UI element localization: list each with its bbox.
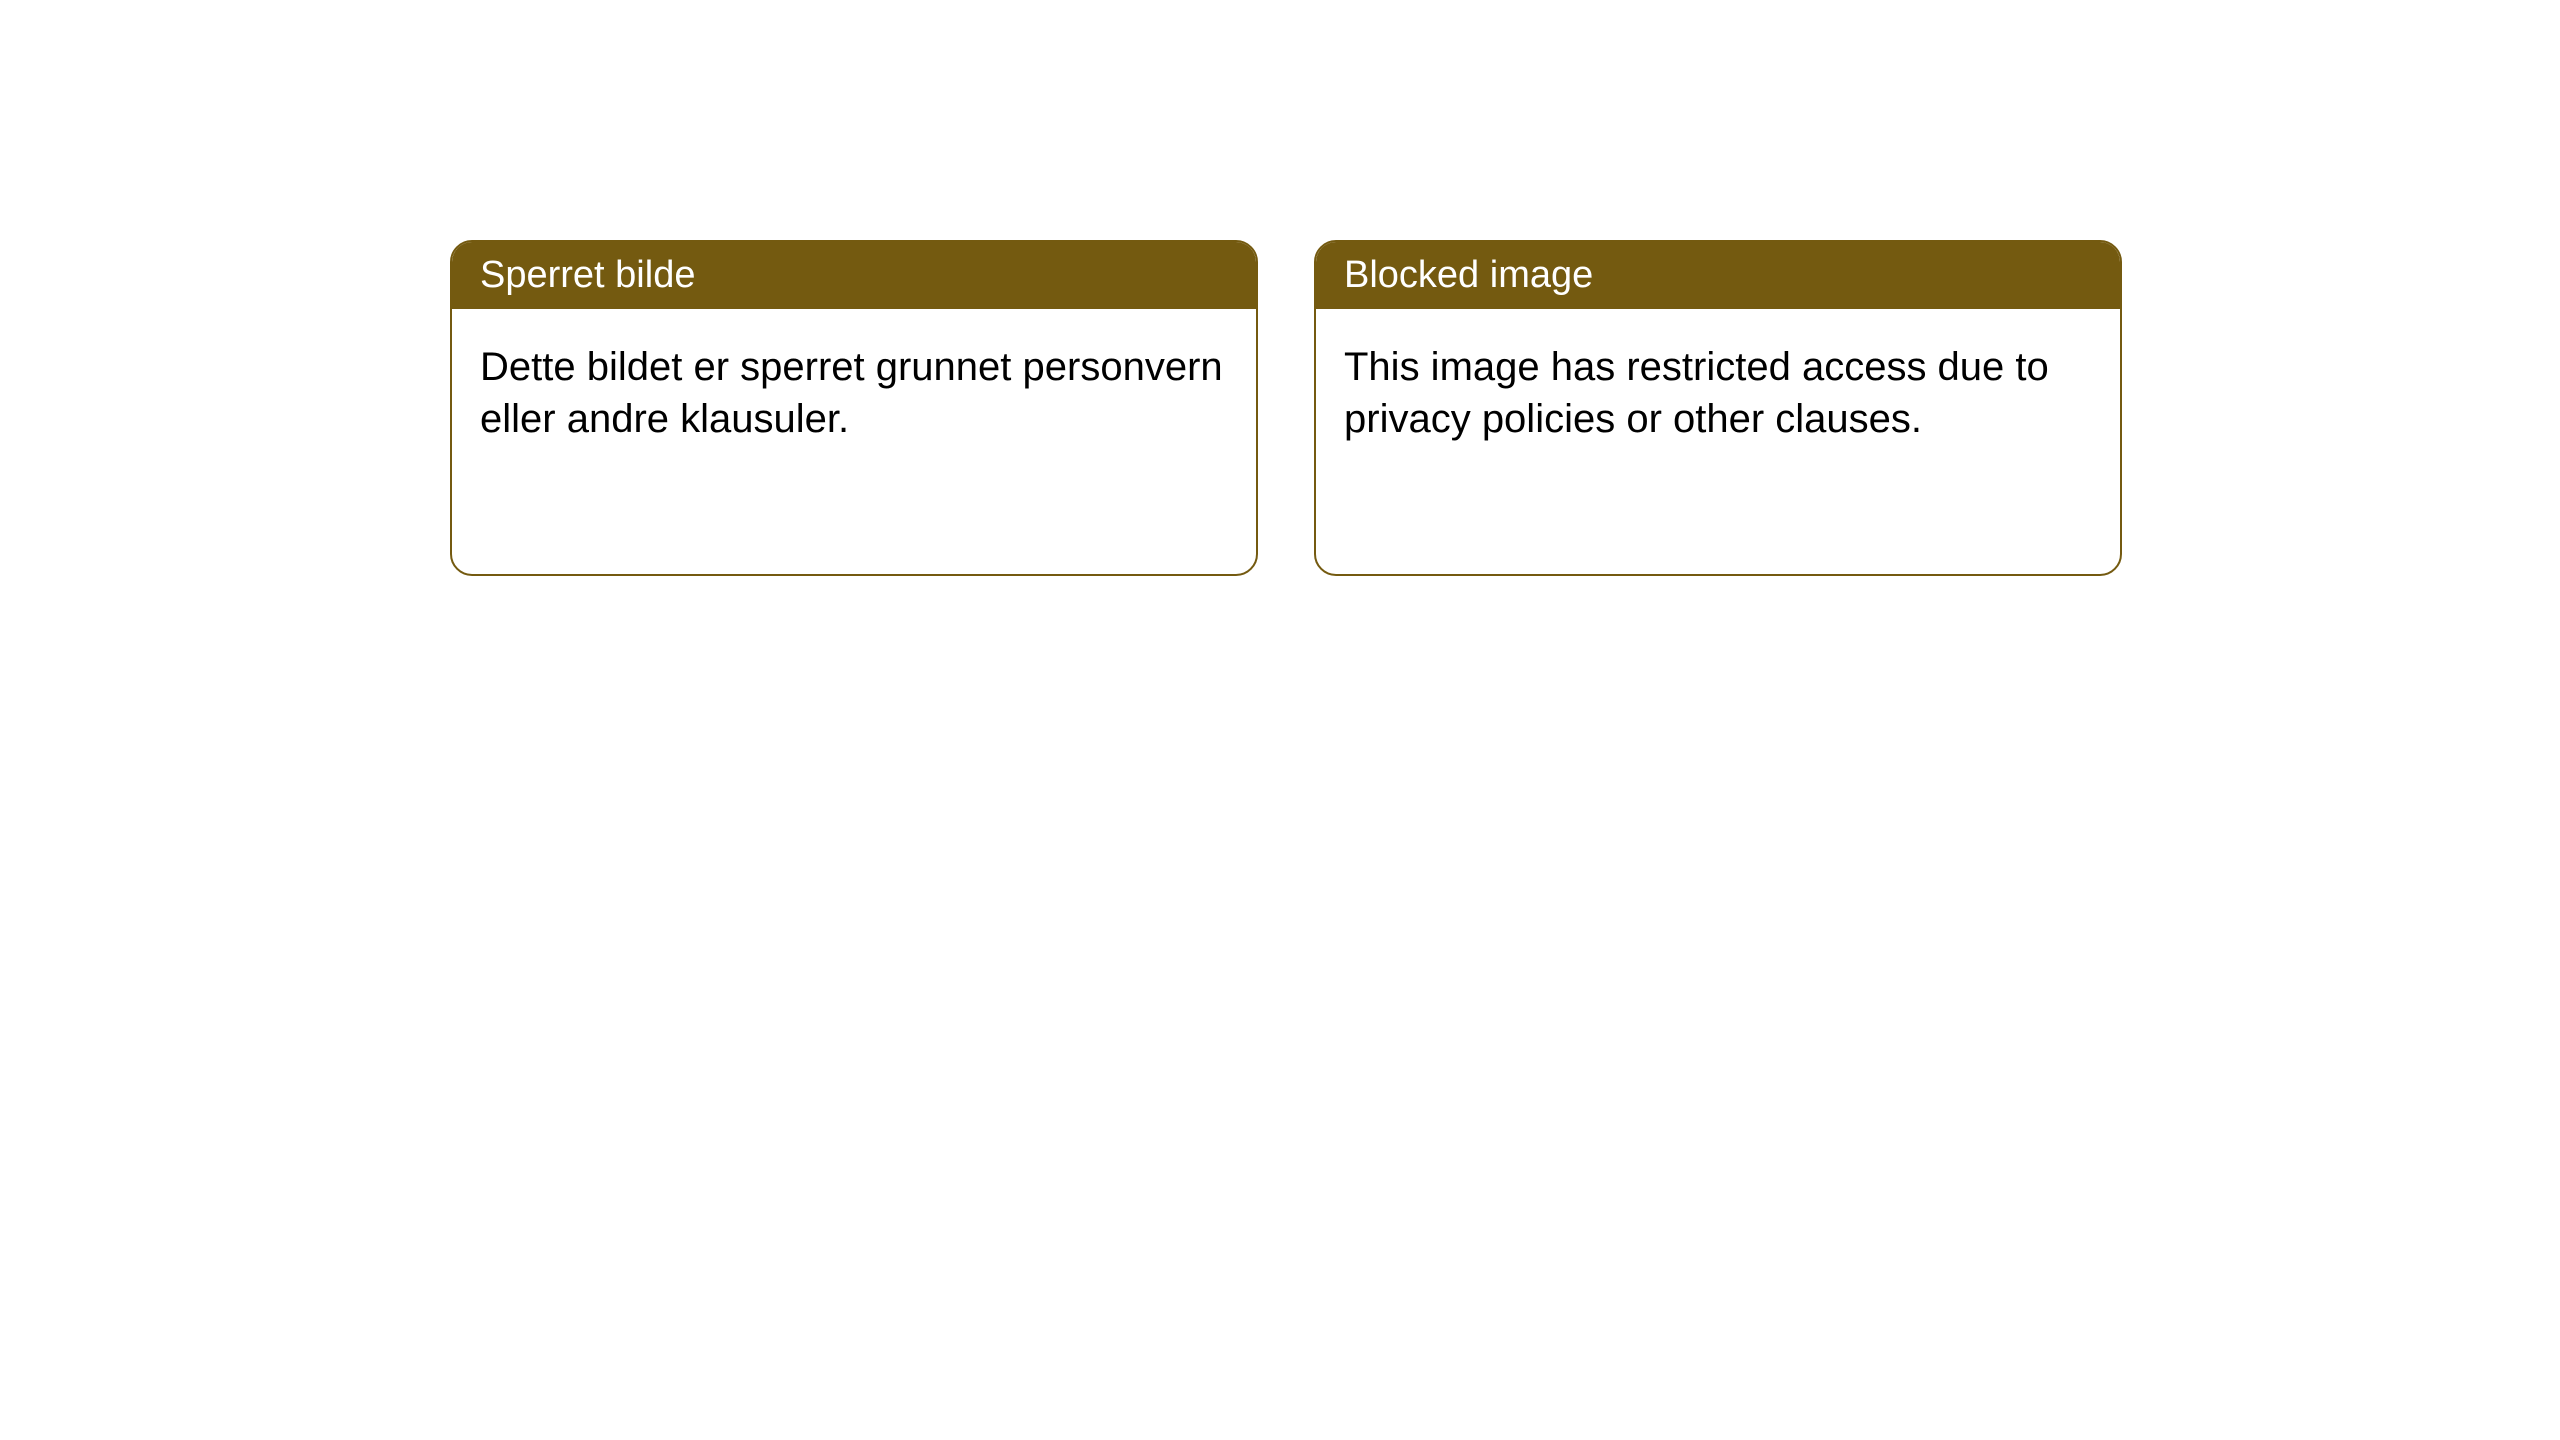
panel-header: Blocked image [1316, 242, 2120, 309]
panel-header: Sperret bilde [452, 242, 1256, 309]
notice-container: Sperret bilde Dette bildet er sperret gr… [450, 240, 2122, 576]
notice-panel-english: Blocked image This image has restricted … [1314, 240, 2122, 576]
panel-message: This image has restricted access due to … [1344, 345, 2049, 441]
panel-title: Sperret bilde [480, 254, 695, 296]
panel-title: Blocked image [1344, 254, 1593, 296]
panel-message: Dette bildet er sperret grunnet personve… [480, 345, 1223, 441]
notice-panel-norwegian: Sperret bilde Dette bildet er sperret gr… [450, 240, 1258, 576]
panel-body: This image has restricted access due to … [1316, 309, 2120, 477]
panel-body: Dette bildet er sperret grunnet personve… [452, 309, 1256, 477]
